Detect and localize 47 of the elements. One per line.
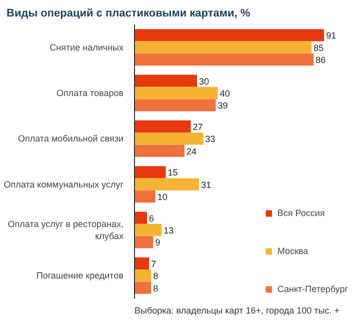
y-tick-label: Снятие наличных <box>50 42 124 52</box>
legend-label: Санкт-Петербург <box>277 284 348 294</box>
data-label: 10 <box>157 192 168 202</box>
data-label: 40 <box>220 88 230 98</box>
data-label: 24 <box>186 146 197 156</box>
bar <box>134 282 152 294</box>
data-label: 9 <box>155 238 160 248</box>
bar <box>134 144 184 157</box>
y-tick-label: Оплата мобильной связи <box>18 134 124 144</box>
data-label: 13 <box>164 226 174 236</box>
bar <box>134 41 312 54</box>
bar <box>134 86 218 100</box>
data-label: 33 <box>205 134 216 144</box>
data-label: 85 <box>314 42 324 53</box>
bar <box>134 190 156 203</box>
legend-label: Москва <box>277 246 308 256</box>
bar <box>134 132 204 145</box>
bar <box>134 166 166 178</box>
y-tick-label: Оплата товаров <box>56 88 124 98</box>
bar <box>134 29 324 42</box>
y-tick-label: Оплата коммунальных услуг <box>4 179 124 190</box>
bar <box>134 224 162 236</box>
bar <box>134 74 197 87</box>
data-label: 31 <box>201 180 212 190</box>
data-label: 8 <box>153 271 158 282</box>
legend-label: Вся Россия <box>277 208 325 218</box>
data-label: 30 <box>198 76 210 86</box>
data-label: 7 <box>151 258 156 269</box>
bar <box>134 257 150 270</box>
data-label: 39 <box>218 100 228 111</box>
bar <box>134 99 216 112</box>
y-tick-label: Погашение кредитов <box>36 270 124 281</box>
bar <box>134 120 191 133</box>
bar <box>134 236 154 248</box>
data-label: 8 <box>153 283 158 294</box>
data-label: 6 <box>149 213 154 224</box>
data-label: 86 <box>316 55 326 66</box>
data-label: 91 <box>326 30 336 41</box>
bar <box>134 178 200 190</box>
bar <box>134 53 314 66</box>
chart-title: Виды операций с пластиковыми картами, % <box>6 8 250 20</box>
y-tick-label: Оплата услуг в ресторанах, клубах <box>8 219 124 241</box>
bar <box>134 270 152 282</box>
data-label: 15 <box>168 168 178 178</box>
bar <box>134 212 147 224</box>
text: Выборка: владельцы карт 16+, города 100 тыс. + <box>134 306 340 316</box>
data-label: 27 <box>192 122 203 132</box>
